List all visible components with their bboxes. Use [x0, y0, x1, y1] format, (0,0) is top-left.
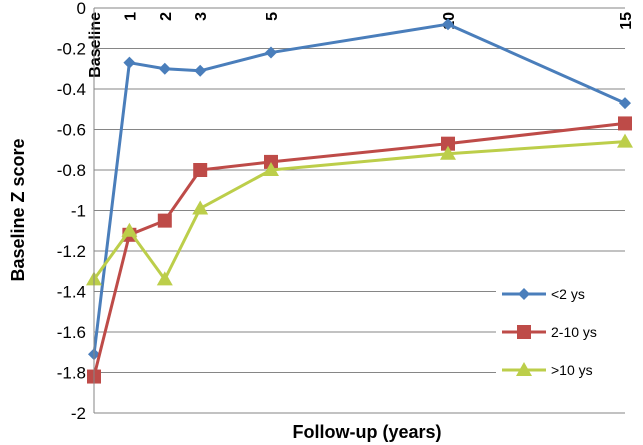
y-tick-label: -0.6: [57, 121, 86, 140]
data-point: [156, 271, 173, 286]
legend-swatch-marker: [516, 362, 532, 376]
x-tick-label: 5: [264, 12, 281, 21]
data-point: [265, 46, 277, 59]
series-0: [88, 18, 631, 361]
legend-label: <2 ys: [551, 286, 585, 302]
legend: <2 ys 2-10 ys >10 ys: [496, 276, 632, 402]
y-tick-label: -1.4: [57, 283, 86, 302]
x-tick-label: Baseline: [87, 12, 104, 78]
data-point: [193, 163, 208, 177]
y-tick-label: -0.4: [57, 80, 86, 99]
x-tick-labels: Baseline12351015: [87, 12, 635, 78]
legend-label: >10 ys: [551, 362, 593, 378]
legend-label: 2-10 ys: [551, 324, 597, 340]
series-2: [86, 133, 633, 286]
data-point: [441, 136, 455, 151]
data-point: [264, 154, 278, 169]
y-tick-label: -2: [71, 404, 86, 423]
axes: [93, 8, 625, 414]
x-axis-title: Follow-up (years): [292, 422, 441, 442]
y-tick-label: -1.2: [57, 242, 86, 261]
y-tick-label: -0.8: [57, 161, 86, 180]
data-point: [440, 145, 456, 160]
data-point: [192, 200, 209, 215]
y-tick-label: -0.2: [57, 40, 86, 59]
y-tick-label: -1.8: [57, 364, 86, 383]
data-point: [618, 116, 632, 131]
y-tick-label: -1: [71, 202, 86, 221]
y-tick-labels: 0 -0.2 -0.4 -0.6 -0.8 -1 -1.2 -1.4 -1.6 -1.8 -2: [57, 0, 86, 423]
y-axis-title: Baseline Z score: [8, 138, 28, 281]
data-point: [121, 222, 138, 237]
data-point: [263, 162, 279, 176]
x-tick-label: 1: [122, 12, 139, 21]
y-tick-label: -1.6: [57, 323, 86, 342]
data-point: [619, 97, 631, 110]
legend-swatch-marker: [518, 288, 530, 300]
data-point: [123, 56, 136, 69]
legend-swatch-marker: [517, 325, 531, 339]
x-tick-label: 2: [158, 12, 175, 21]
y-tick-label: 0: [77, 0, 86, 18]
data-point: [158, 62, 171, 75]
data-point: [617, 133, 633, 148]
data-point: [157, 213, 172, 228]
series-lines: [86, 18, 633, 384]
data-point: [442, 18, 454, 31]
x-tick-label: 15: [618, 12, 635, 30]
data-point: [194, 64, 207, 77]
x-tick-label: 3: [193, 12, 210, 21]
